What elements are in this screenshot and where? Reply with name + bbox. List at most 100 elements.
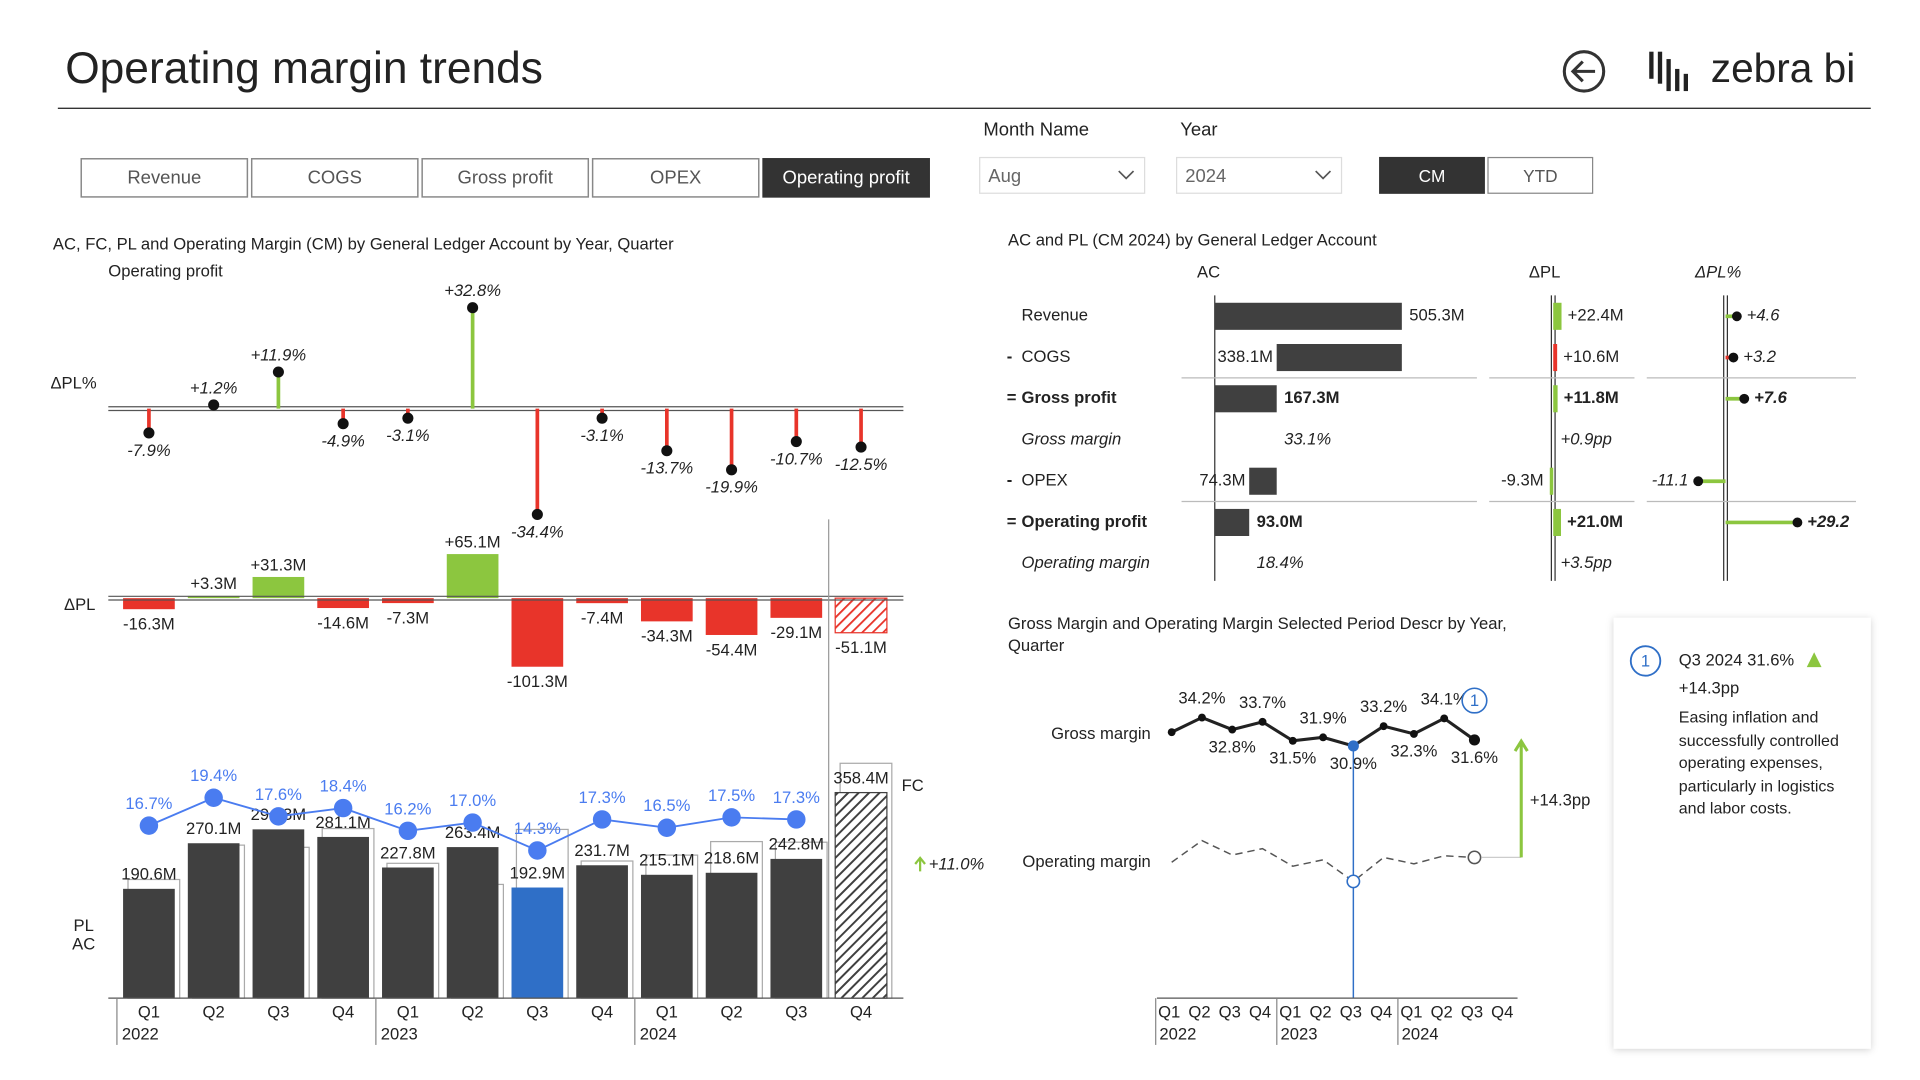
x-year-label: 2024 — [1402, 1024, 1439, 1043]
margin-dot — [787, 810, 806, 829]
toggle-label[interactable]: YTD — [1523, 166, 1557, 186]
row-label: Operating margin — [1022, 553, 1150, 572]
x-tick-label: Q1 — [138, 1002, 160, 1021]
margin-dot — [269, 807, 288, 826]
tab-label[interactable]: COGS — [308, 166, 362, 187]
data-label: -13.7% — [641, 459, 694, 478]
tab-button[interactable] — [421, 158, 590, 198]
margin-dot — [1467, 850, 1482, 865]
back-button[interactable] — [1562, 50, 1606, 93]
margin-dot — [463, 813, 482, 832]
gross-dot — [1198, 713, 1206, 722]
axis-label: ΔPL — [64, 595, 95, 614]
chart-title-wrap: Gross Margin and Operating Margin Select… — [1008, 614, 1507, 655]
dropdown[interactable] — [979, 156, 1146, 194]
dropdown-value[interactable]: Aug — [988, 165, 1021, 186]
pct-head — [1739, 393, 1750, 404]
data-label: 33.2% — [1360, 697, 1407, 716]
data-label: -7.4M — [581, 609, 623, 628]
chart-title: AC, FC, PL and Operating Margin (CM) by … — [53, 234, 674, 253]
delta-bar — [834, 597, 888, 634]
x-tick-label: Q4 — [332, 1002, 354, 1021]
data-label: +21.0M — [1567, 512, 1623, 531]
data-label: 16.5% — [643, 796, 690, 815]
data-label: +10.6M — [1563, 347, 1619, 366]
data-label: +4.6 — [1747, 306, 1781, 325]
tab-button[interactable] — [250, 158, 419, 198]
pct-head — [1792, 517, 1803, 528]
data-label: 505.3M — [1409, 306, 1464, 325]
data-label: -11.1 — [1652, 471, 1689, 490]
data-label: 16.2% — [384, 799, 431, 818]
toggle-button[interactable] — [1379, 156, 1485, 194]
data-label: -4.9% — [321, 432, 365, 451]
row-label: Revenue — [1022, 306, 1089, 325]
tab-button[interactable] — [591, 158, 760, 198]
data-label: -3.1% — [580, 426, 624, 445]
ac-bar — [640, 874, 693, 999]
data-label: 32.8% — [1209, 737, 1256, 756]
tab-label[interactable]: Operating profit — [783, 166, 910, 187]
data-label: -29.1M — [770, 623, 822, 642]
x-tick-label: Q1 — [656, 1002, 678, 1021]
delta-bar — [705, 598, 758, 635]
lollipop-head — [143, 427, 155, 439]
x-tick-label: Q3 — [526, 1002, 548, 1021]
card-headline: Q3 2024 31.6% — [1679, 650, 1795, 669]
comment-card — [1613, 617, 1871, 1049]
delta-bar — [317, 598, 369, 609]
tab-label[interactable]: Revenue — [127, 166, 201, 187]
data-label: 215.1M — [639, 851, 694, 870]
data-label: -3.1% — [386, 426, 430, 445]
ac-bar — [511, 887, 564, 999]
x-tick-label: Q4 — [1249, 1002, 1271, 1021]
ac-bar — [317, 836, 369, 999]
tab-button[interactable] — [762, 158, 930, 198]
x-year-label: 2023 — [381, 1024, 418, 1043]
column-header: ΔPL — [1529, 263, 1560, 282]
data-label: +11.9% — [251, 345, 307, 364]
data-label: 338.1M — [1218, 347, 1273, 366]
delta-bar — [770, 598, 823, 618]
toggle-button[interactable] — [1487, 156, 1594, 194]
tab-label[interactable]: Gross profit — [458, 166, 553, 187]
toggle-label[interactable]: CM — [1419, 166, 1446, 186]
card-up-icon — [1806, 652, 1822, 668]
data-label: 192.9M — [510, 863, 565, 882]
delta-bar — [252, 576, 305, 599]
data-label: +3.2 — [1743, 347, 1776, 366]
data-label: 17.0% — [449, 791, 496, 810]
data-label: 358.4M — [833, 768, 888, 787]
x-tick-label: Q1 — [1158, 1002, 1180, 1021]
dropdown-value[interactable]: 2024 — [1185, 165, 1226, 186]
x-tick-label: Q3 — [1461, 1002, 1483, 1021]
ac-bar — [1214, 508, 1250, 536]
data-label: 30.9% — [1330, 754, 1377, 773]
gross-dot — [1440, 714, 1449, 723]
x-year-label: 2023 — [1280, 1024, 1317, 1043]
data-label: 17.6% — [255, 785, 302, 804]
ac-bar — [382, 867, 434, 999]
x-year-label: 2022 — [122, 1024, 159, 1043]
x-tick-label: Q3 — [1219, 1002, 1241, 1021]
data-label: 231.7M — [574, 841, 629, 860]
x-tick-label: Q4 — [850, 1002, 872, 1021]
margin-dot — [398, 821, 418, 841]
tab-label[interactable]: OPEX — [650, 166, 701, 187]
lollipop-head — [855, 441, 867, 453]
data-label: 270.1M — [186, 819, 241, 838]
ac-bar — [1214, 385, 1277, 413]
delta-bar — [1553, 385, 1558, 413]
card-delta: +14.3pp — [1679, 679, 1740, 698]
ac-bar — [187, 843, 240, 999]
row-label: Operating profit — [1022, 512, 1148, 531]
lollipop-head — [531, 508, 543, 520]
dropdown[interactable] — [1176, 156, 1343, 194]
x-tick-label: Q2 — [720, 1002, 742, 1021]
series-label: Gross margin — [1051, 724, 1151, 743]
data-label: 218.6M — [704, 849, 759, 868]
data-label: 17.3% — [773, 788, 820, 807]
ratio-value: 18.4% — [1257, 553, 1304, 572]
tab-button[interactable] — [80, 158, 249, 198]
